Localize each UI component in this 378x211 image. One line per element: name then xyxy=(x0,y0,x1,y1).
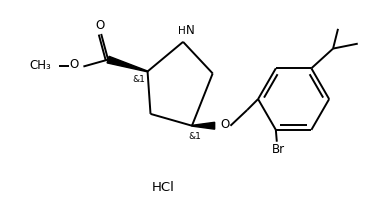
Text: N: N xyxy=(186,24,194,38)
Text: HCl: HCl xyxy=(152,181,175,194)
Polygon shape xyxy=(107,56,148,72)
Text: O: O xyxy=(96,19,105,32)
Text: &1: &1 xyxy=(189,132,201,141)
Polygon shape xyxy=(192,122,215,129)
Text: CH₃: CH₃ xyxy=(29,59,51,72)
Text: O: O xyxy=(220,118,229,131)
Text: &1: &1 xyxy=(132,75,145,84)
Text: H: H xyxy=(178,26,186,36)
Text: Br: Br xyxy=(272,143,285,156)
Text: O: O xyxy=(69,58,78,71)
